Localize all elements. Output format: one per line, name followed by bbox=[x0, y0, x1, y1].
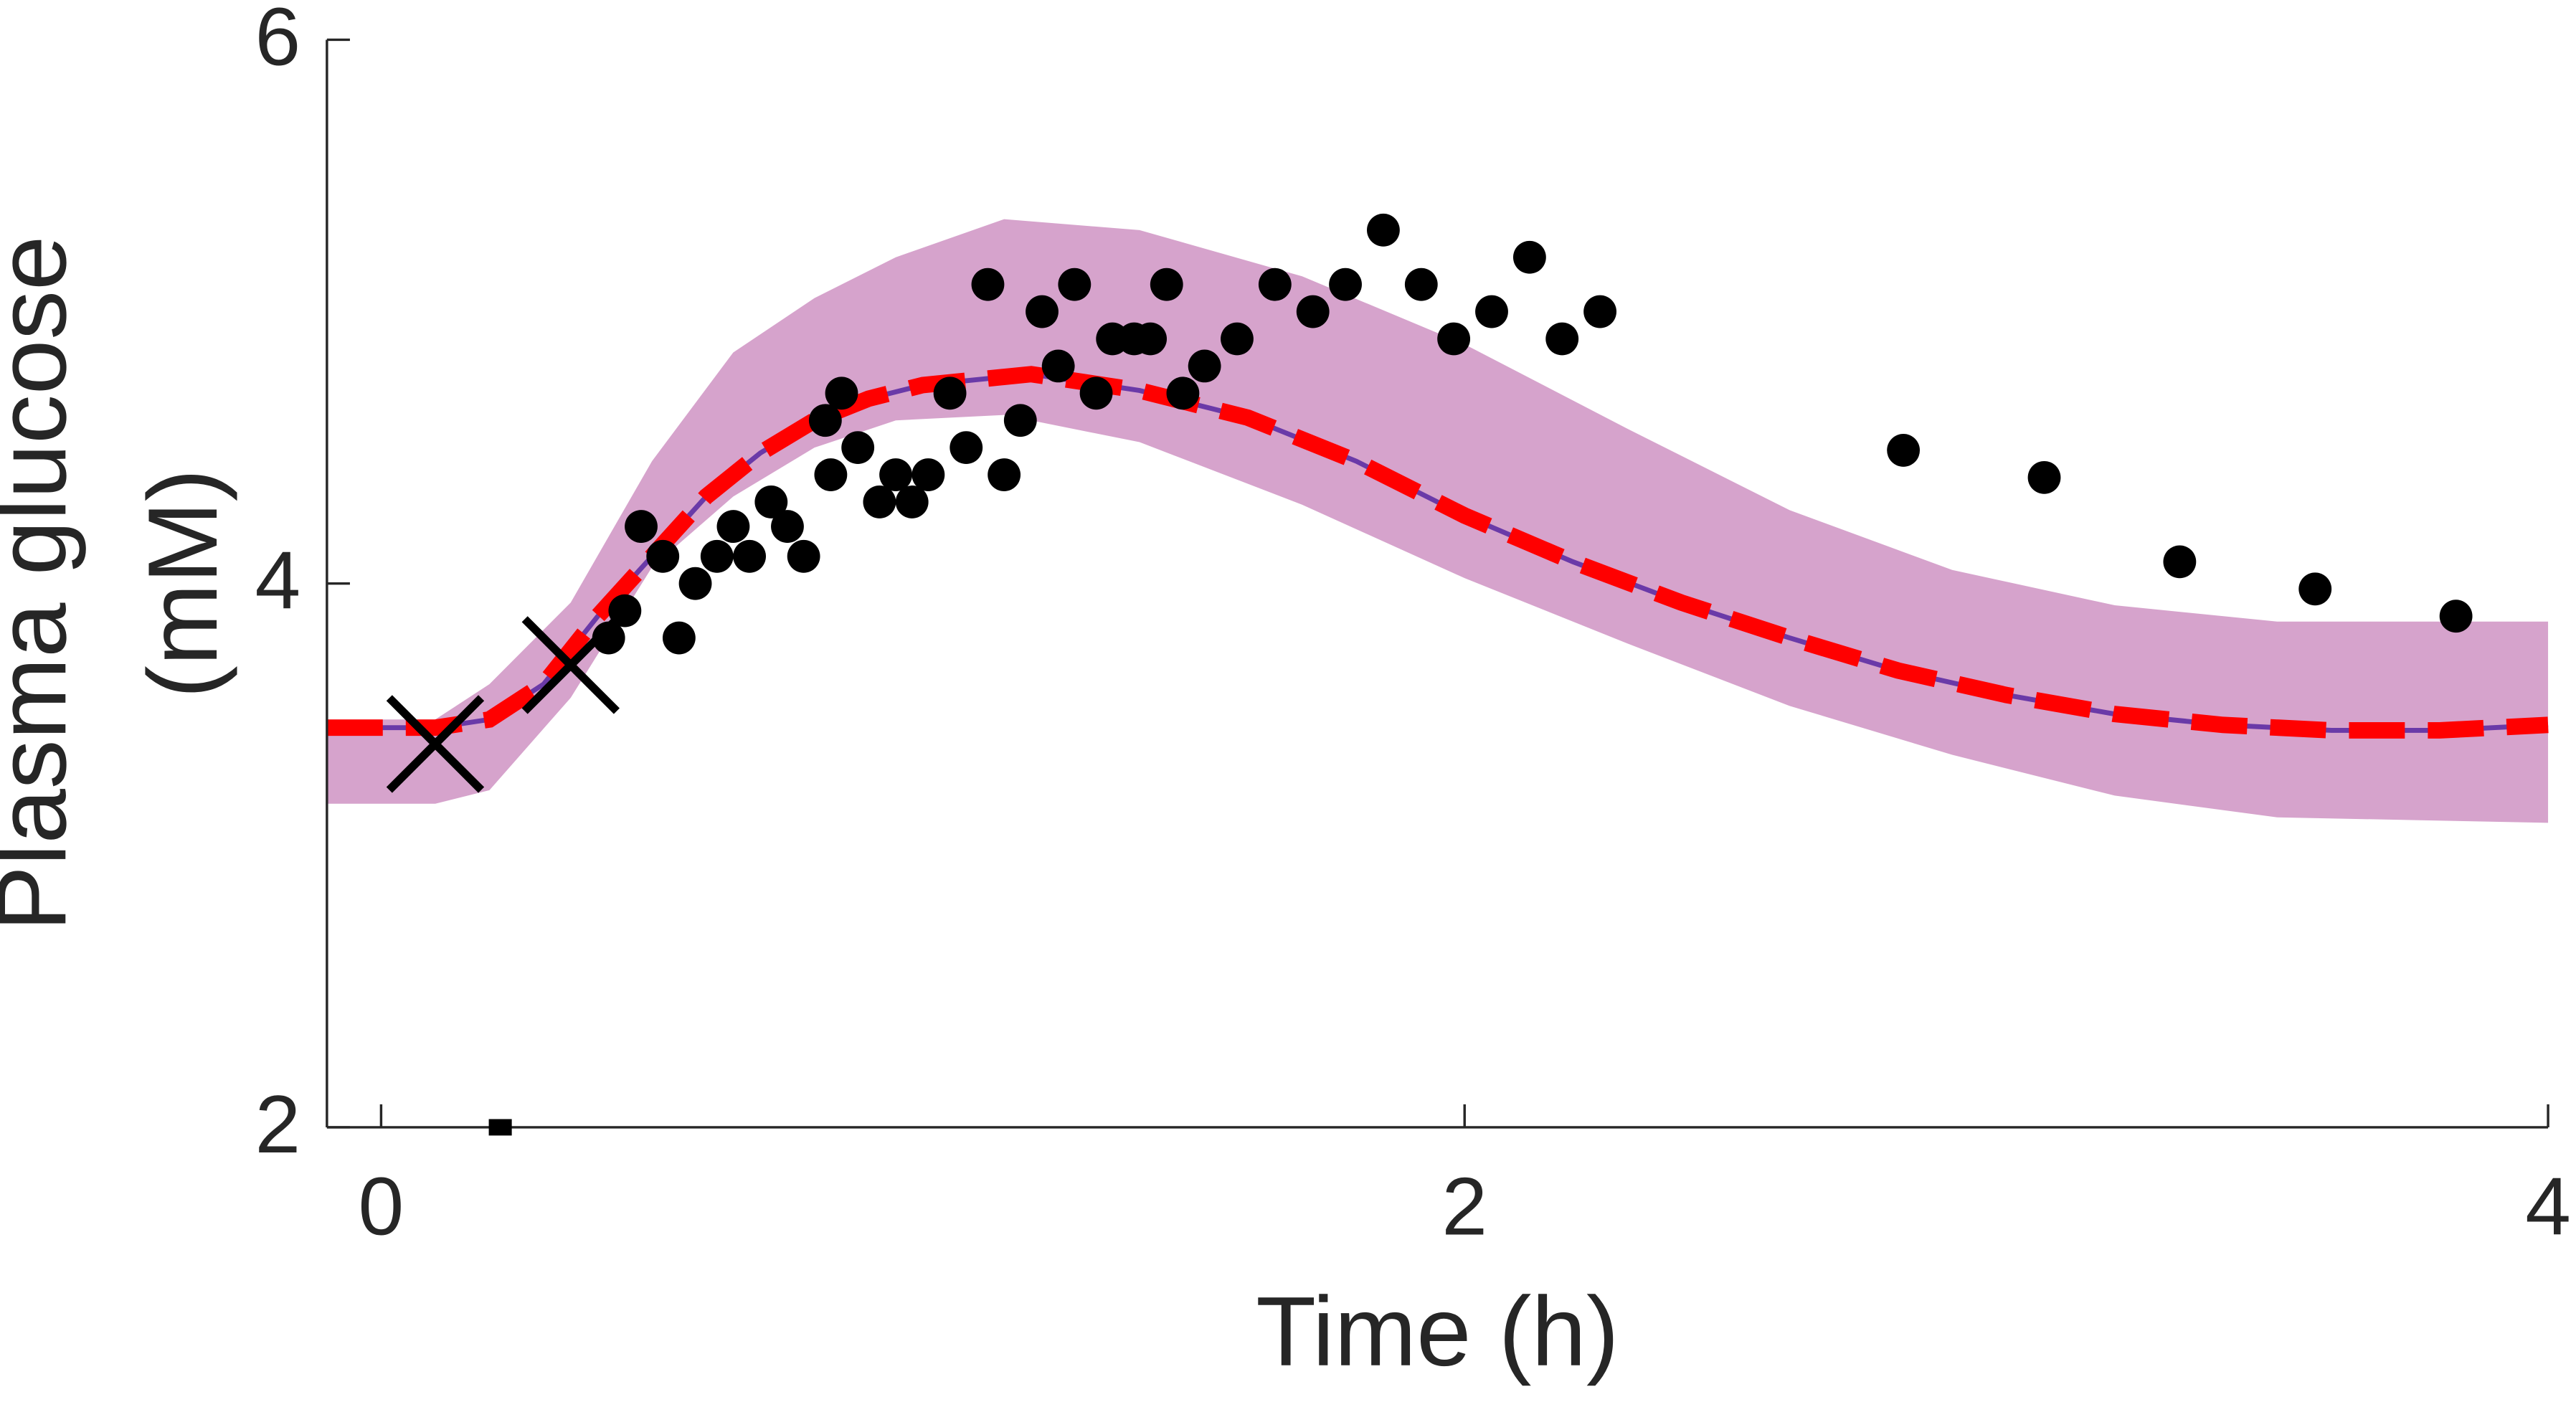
data-point bbox=[1367, 213, 1400, 247]
data-point bbox=[1296, 295, 1330, 328]
data-point bbox=[1041, 349, 1075, 383]
data-point bbox=[1329, 267, 1362, 301]
data-point bbox=[646, 539, 680, 573]
y-tick-label: 6 bbox=[255, 0, 301, 82]
data-point bbox=[1437, 322, 1471, 356]
y-tick-label: 4 bbox=[255, 535, 301, 627]
data-point bbox=[488, 1119, 512, 1136]
data-point bbox=[1058, 267, 1092, 301]
data-point bbox=[825, 376, 858, 410]
data-point bbox=[808, 404, 842, 437]
data-point bbox=[879, 458, 912, 491]
data-point bbox=[1134, 322, 1168, 356]
x-axis-label: Time (h) bbox=[1256, 1277, 1619, 1387]
data-point bbox=[2298, 572, 2332, 606]
data-point bbox=[700, 539, 734, 573]
data-point bbox=[1583, 295, 1616, 328]
data-point bbox=[771, 510, 804, 543]
data-point bbox=[716, 510, 750, 543]
data-point bbox=[1258, 267, 1292, 301]
data-point bbox=[895, 486, 929, 518]
data-point bbox=[1512, 240, 1546, 274]
data-point bbox=[2163, 545, 2197, 579]
data-point bbox=[971, 267, 1005, 301]
y-tick-label: 2 bbox=[255, 1079, 301, 1170]
data-point bbox=[841, 431, 875, 465]
data-point bbox=[1150, 267, 1183, 301]
confidence-band bbox=[326, 219, 2549, 823]
data-point bbox=[1003, 404, 1037, 437]
data-point bbox=[911, 458, 945, 491]
x-tick-label: 0 bbox=[359, 1160, 404, 1252]
data-point bbox=[814, 458, 848, 491]
cross-point bbox=[386, 695, 485, 793]
data-point bbox=[608, 594, 642, 627]
cross-point bbox=[521, 616, 620, 714]
data-point bbox=[933, 376, 967, 410]
data-point bbox=[1475, 295, 1508, 328]
data-point bbox=[950, 431, 983, 465]
data-point bbox=[625, 510, 658, 543]
y-axis-label: (mM) bbox=[128, 468, 238, 698]
data-point bbox=[754, 486, 788, 518]
data-point bbox=[2439, 600, 2473, 633]
y-axis-label: Plasma glucose bbox=[0, 236, 87, 932]
data-point bbox=[2027, 460, 2061, 494]
data-point bbox=[662, 621, 696, 655]
data-point bbox=[733, 539, 767, 573]
data-point bbox=[1545, 322, 1579, 356]
data-point bbox=[1404, 267, 1438, 301]
data-point bbox=[787, 539, 820, 573]
data-point bbox=[1026, 295, 1059, 328]
data-point bbox=[1188, 349, 1221, 383]
data-point bbox=[1887, 434, 1921, 467]
data-point bbox=[863, 486, 896, 518]
x-tick-label: 4 bbox=[2525, 1160, 2571, 1252]
data-point bbox=[678, 567, 712, 600]
data-point bbox=[1079, 376, 1113, 410]
x-tick-label: 2 bbox=[1441, 1160, 1487, 1252]
data-point bbox=[1221, 322, 1254, 356]
data-point bbox=[988, 458, 1021, 491]
data-point bbox=[1166, 376, 1200, 410]
